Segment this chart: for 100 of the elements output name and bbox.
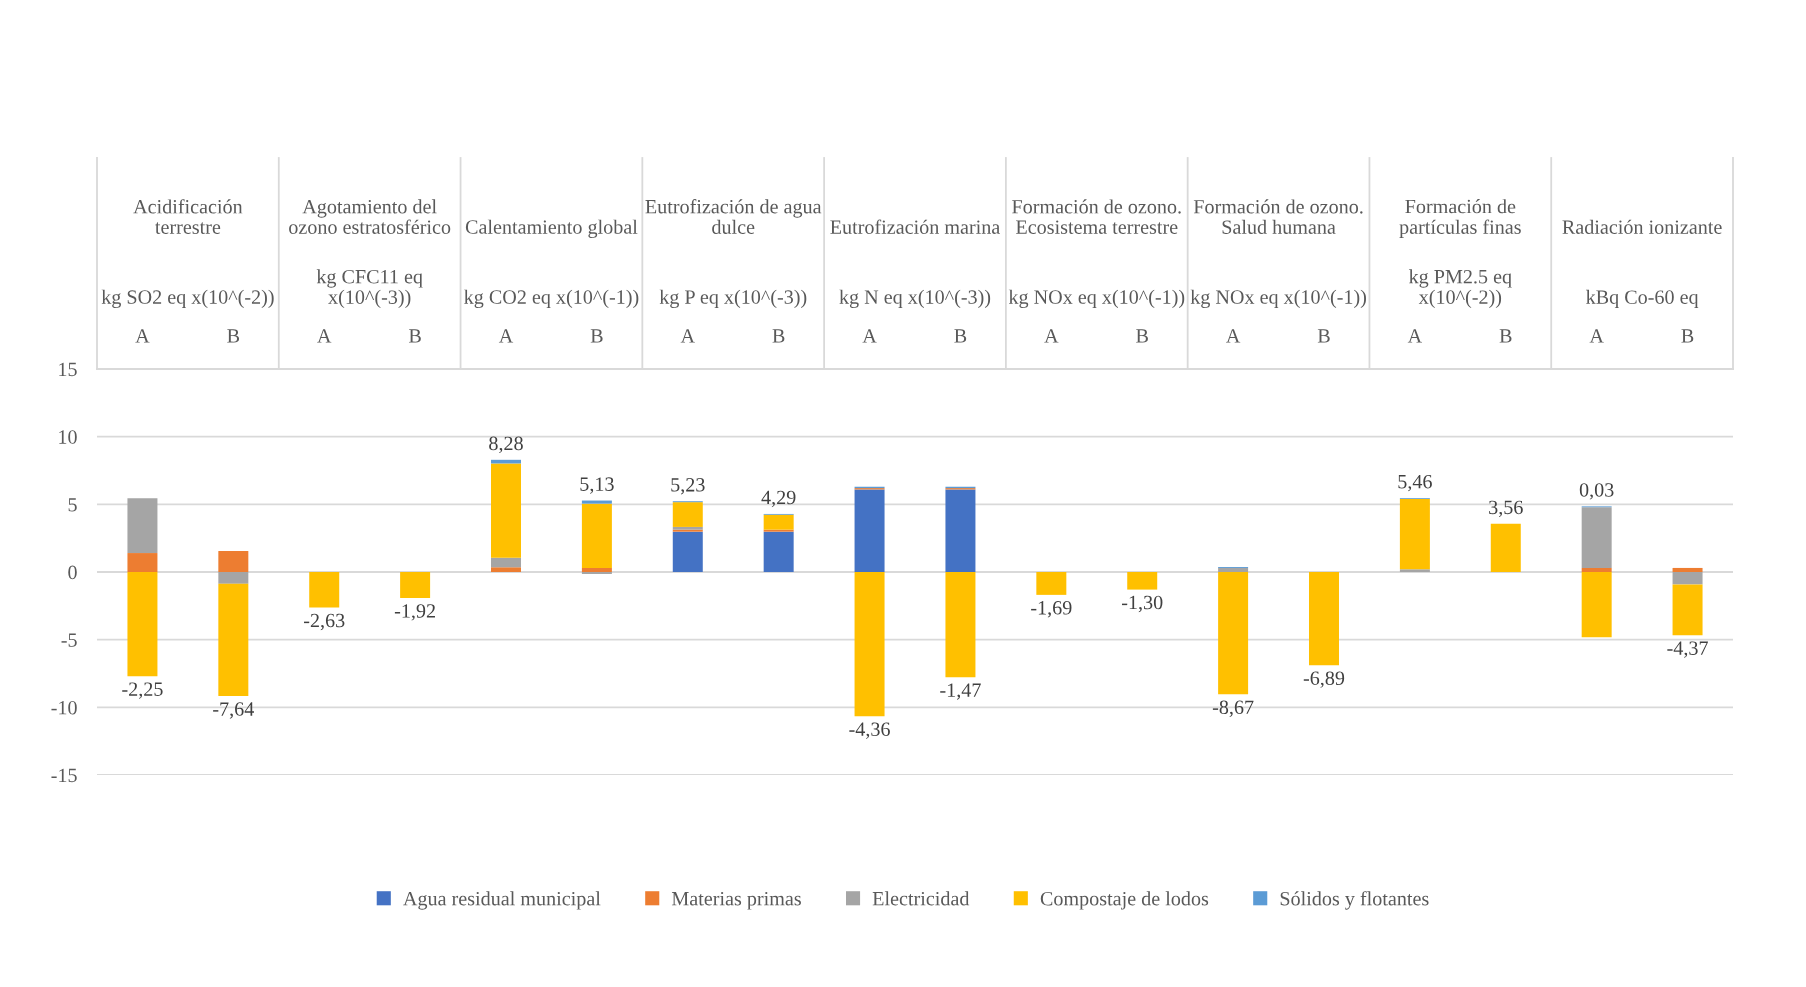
x-tick-label: B <box>772 329 785 343</box>
bar <box>672 531 703 572</box>
text: Radiación ionizante <box>1562 219 1722 234</box>
bar <box>581 500 612 504</box>
text: kg CFC11 eq x(10^(-3)) <box>316 269 423 308</box>
y-tick-label: -15 <box>51 768 77 783</box>
bar <box>309 572 340 608</box>
legend-label: Electricidad <box>872 891 970 906</box>
total-label: -1,30 <box>1122 595 1163 613</box>
text: kg SO2 eq x(10^(-2)) <box>101 289 274 308</box>
total-label: -2,25 <box>122 682 163 699</box>
text: Formación de ozono. Ecosistema terrestre <box>1012 199 1181 234</box>
y-tick-label: 15 <box>59 362 77 377</box>
bar <box>854 572 885 717</box>
bar <box>1672 584 1703 636</box>
bar <box>945 572 976 678</box>
bar <box>491 557 521 568</box>
bar <box>1672 572 1703 585</box>
y-tick-label: 10 <box>59 430 77 444</box>
text: Formación de partículas finas <box>1399 199 1521 238</box>
bar <box>1672 567 1703 572</box>
legend-label: Compostaje de lodos <box>1040 891 1209 910</box>
text: Formación de ozono. Salud humana <box>1193 199 1363 234</box>
bar <box>1490 523 1521 572</box>
x-tick-label: A <box>680 329 695 343</box>
legend-label: Agua residual municipal <box>403 891 601 910</box>
total-label: 4,29 <box>761 490 796 508</box>
bar <box>581 503 612 568</box>
total-label: -1,92 <box>394 604 435 621</box>
total-label: 5,23 <box>671 478 705 495</box>
bar <box>218 583 249 697</box>
y-tick-label: 0 <box>68 565 77 580</box>
total-label: 5,46 <box>1398 474 1432 492</box>
bar <box>1581 507 1612 568</box>
total-label: -2,63 <box>304 613 345 631</box>
total-label: -1,47 <box>940 683 981 700</box>
x-tick-label: B <box>1317 329 1330 343</box>
bar <box>763 529 794 532</box>
bar <box>127 572 158 677</box>
text: Eutrofización marina <box>830 219 1000 234</box>
x-tick-label: B <box>1681 329 1694 343</box>
total-label: -8,67 <box>1212 700 1254 717</box>
total-label: -4,36 <box>849 722 890 739</box>
bar <box>763 514 794 530</box>
text: kg P eq x(10^(-3)) <box>659 289 807 308</box>
y-tick-label: -10 <box>51 700 77 715</box>
bar <box>400 572 431 598</box>
x-tick-label: B <box>408 329 421 343</box>
bar <box>491 567 521 572</box>
bar <box>1218 572 1249 695</box>
total-label: 3,56 <box>1489 500 1523 518</box>
x-tick-label: A <box>862 329 877 343</box>
x-tick-label: B <box>1136 329 1148 343</box>
total-label: -1,69 <box>1031 601 1072 618</box>
text: Agotamiento del ozono estratosférico <box>289 199 451 234</box>
bar <box>672 502 703 527</box>
bar <box>491 463 521 558</box>
bar <box>763 531 794 572</box>
bar <box>218 572 249 584</box>
bar <box>1581 572 1612 638</box>
bar <box>581 567 612 572</box>
y-tick-label: 5 <box>68 498 77 512</box>
legend-label: Sólidos y flotantes <box>1280 891 1429 910</box>
text: kg NOx eq x(10^(-1)) <box>1008 289 1185 308</box>
text: kg N eq x(10^(-3)) <box>839 289 991 308</box>
text: Calentamiento global <box>465 219 638 238</box>
total-label: 5,13 <box>580 477 614 494</box>
bar <box>1581 567 1612 572</box>
bar <box>854 489 885 572</box>
total-label: -4,37 <box>1667 641 1708 658</box>
bar <box>945 489 976 572</box>
x-tick-label: A <box>1589 329 1604 343</box>
bar <box>1399 569 1430 572</box>
x-tick-label: A <box>135 329 150 343</box>
total-label: 8,28 <box>489 436 523 454</box>
total-label: -7,64 <box>213 702 254 719</box>
bar <box>127 553 158 572</box>
text: kg PM2.5 eq x(10^(-2)) <box>1408 269 1512 308</box>
x-tick-label: A <box>1407 329 1423 343</box>
bar <box>1218 567 1249 572</box>
bar <box>1399 498 1430 570</box>
bar <box>1309 572 1339 666</box>
legend-label: Materias primas <box>671 891 801 910</box>
text: kg NOx eq x(10^(-1)) <box>1190 289 1367 308</box>
text: Acidificación terrestre <box>133 199 243 234</box>
x-tick-label: B <box>227 329 240 343</box>
x-tick-label: A <box>498 329 514 343</box>
bar <box>581 572 612 575</box>
bar <box>218 551 249 572</box>
text: kBq Co-60 eq <box>1586 289 1699 308</box>
bar <box>1127 572 1158 590</box>
x-tick-label: B <box>590 329 603 343</box>
total-label: -6,89 <box>1303 671 1345 688</box>
total-label: 0,03 <box>1579 483 1614 500</box>
bar <box>127 498 158 554</box>
text: Eutrofización de agua dulce <box>645 199 822 234</box>
text: kg CO2 eq x(10^(-1)) <box>464 289 639 308</box>
x-tick-label: B <box>1499 329 1512 343</box>
x-tick-label: A <box>1226 329 1241 343</box>
x-tick-label: A <box>317 329 332 343</box>
